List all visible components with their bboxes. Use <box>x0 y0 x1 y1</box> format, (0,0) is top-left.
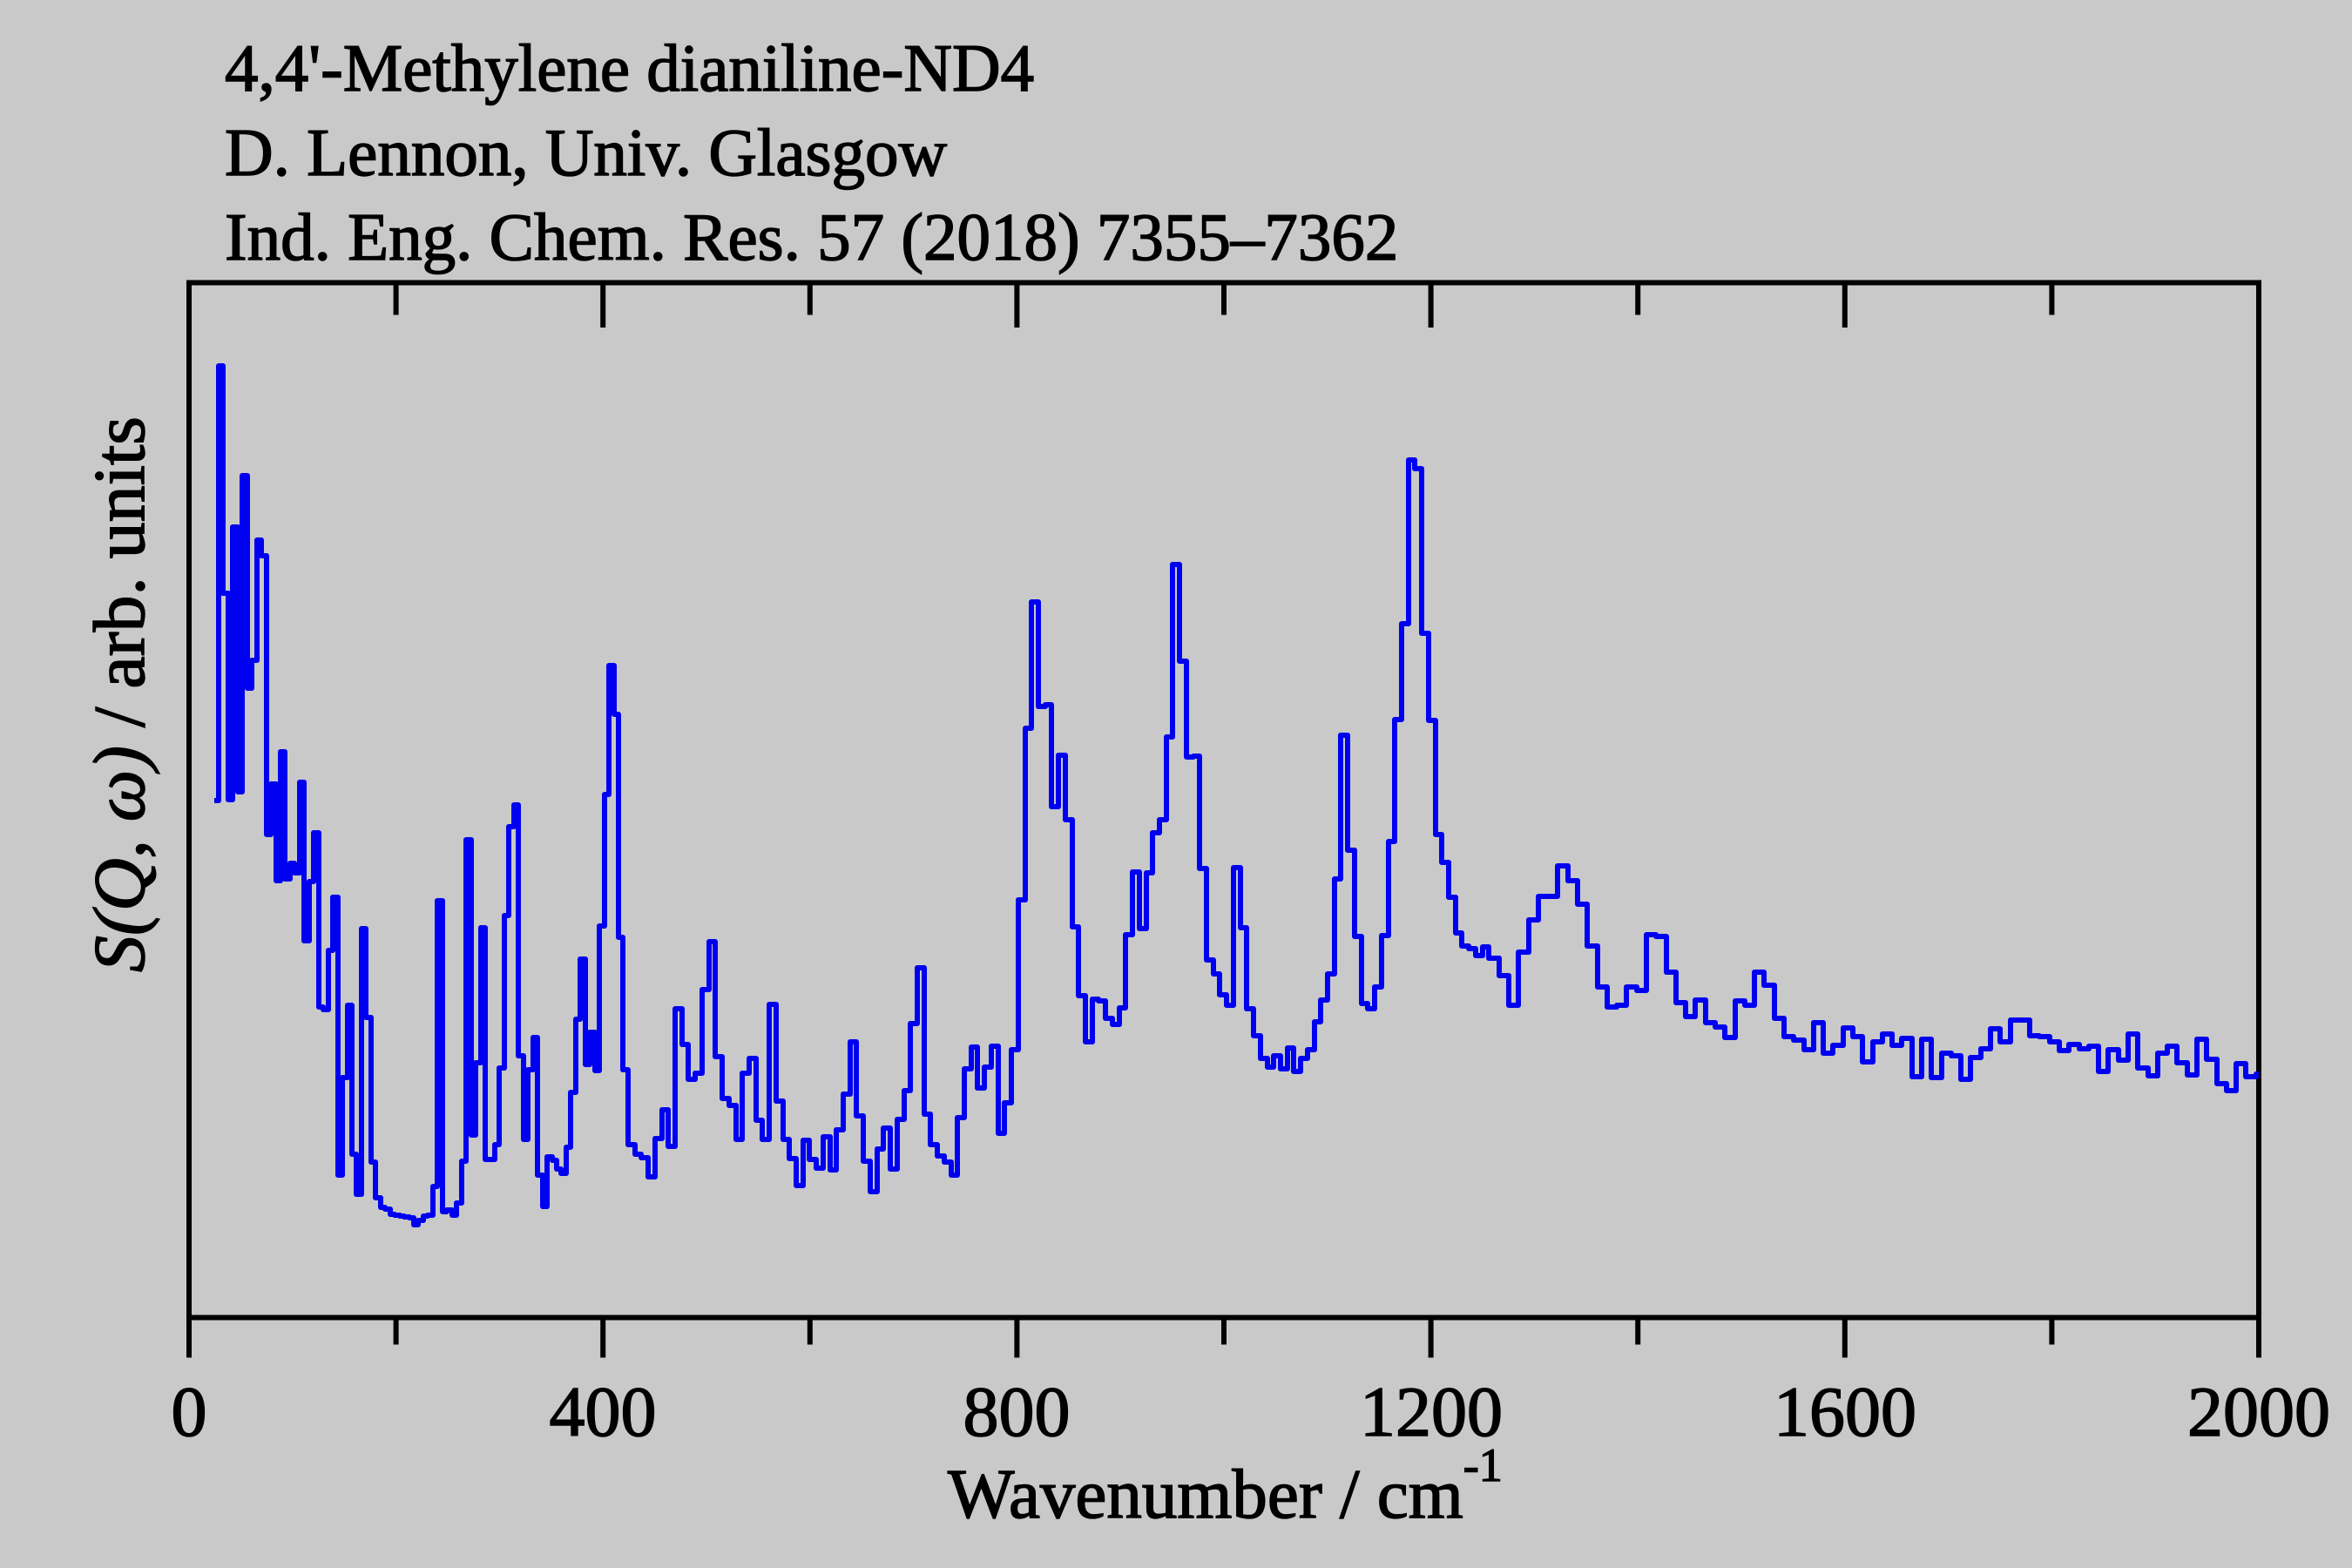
svg-text:Wavenumber / cm-1: Wavenumber / cm-1 <box>948 1439 1503 1533</box>
svg-text:0: 0 <box>172 1372 207 1451</box>
svg-text:1600: 1600 <box>1774 1372 1916 1451</box>
svg-text:800: 800 <box>963 1372 1071 1451</box>
svg-text:4,4'-Methylene dianiline-ND4: 4,4'-Methylene dianiline-ND4 <box>225 30 1034 105</box>
svg-text:2000: 2000 <box>2187 1372 2330 1451</box>
svg-text:D. Lennon, Univ. Glasgow: D. Lennon, Univ. Glasgow <box>225 115 947 190</box>
svg-text:S(Q, ω) / arb. units: S(Q, ω) / arb. units <box>79 416 160 972</box>
svg-text:400: 400 <box>550 1372 657 1451</box>
svg-text:1200: 1200 <box>1360 1372 1503 1451</box>
svg-text:Ind. Eng. Chem. Res. 57 (2018): Ind. Eng. Chem. Res. 57 (2018) 7355–7362 <box>225 199 1398 274</box>
